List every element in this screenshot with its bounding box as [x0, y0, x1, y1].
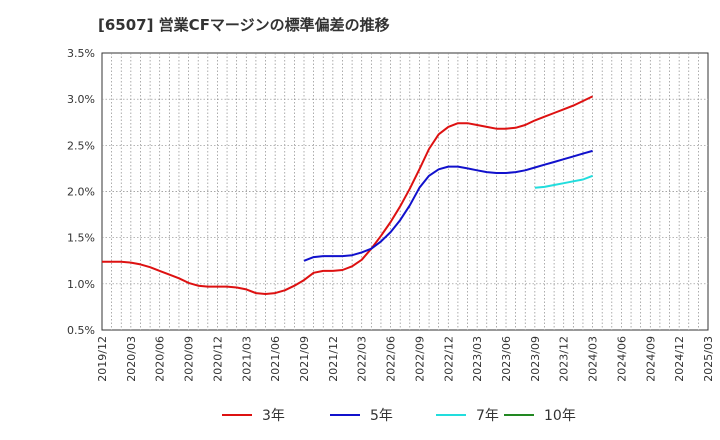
y-tick-label: 2.5%: [67, 139, 95, 152]
x-tick-label: 2024/03: [587, 336, 600, 382]
grid: [101, 52, 709, 331]
chart-title: [6507] 営業CFマージンの標準偏差の推移: [98, 16, 390, 34]
legend-label: 10年: [544, 408, 576, 424]
y-tick-label: 2.0%: [67, 186, 95, 199]
series-lines: [102, 95, 594, 295]
series-line-7年: [534, 174, 593, 189]
series-line-3年: [102, 95, 594, 295]
x-tick-label: 2022/03: [356, 336, 369, 382]
x-tick-label: 2024/12: [673, 336, 686, 382]
x-tick-label: 2022/12: [442, 336, 455, 382]
legend: 3年 5年 7年 10年: [0, 404, 720, 426]
legend-swatch: [222, 414, 252, 416]
x-tick-label: 2021/09: [298, 336, 311, 382]
x-tick-label: 2020/12: [211, 336, 224, 382]
x-tick-label: 2021/12: [327, 336, 340, 382]
legend-label: 5年: [370, 408, 393, 424]
y-tick-label: 0.5%: [67, 324, 95, 337]
x-tick-label: 2020/09: [183, 336, 196, 382]
legend-label: 3年: [262, 408, 285, 424]
legend-item-10年: 10年: [504, 404, 576, 426]
x-tick-label: 2022/09: [413, 336, 426, 382]
legend-swatch: [504, 414, 534, 416]
x-tick-label: 2023/12: [558, 336, 571, 382]
axes: 0.5% 1.0% 1.5% 2.0% 2.5% 3.0% 3.5% 2019/12 2020/…: [67, 47, 715, 382]
x-tick-label: 2021/06: [269, 336, 282, 382]
x-tick-label: 2019/12: [96, 336, 109, 382]
y-tick-label: 3.0%: [67, 93, 95, 106]
x-tick-label: 2020/03: [125, 336, 138, 382]
legend-item-7年: 7年: [436, 404, 499, 426]
x-tick-label: 2022/06: [385, 336, 398, 382]
x-tick-label: 2023/06: [500, 336, 513, 382]
legend-swatch: [330, 414, 360, 416]
x-tick-label: 2020/06: [154, 336, 167, 382]
y-tick-label: 3.5%: [67, 47, 95, 60]
x-tick-label: 2023/03: [471, 336, 484, 382]
x-tick-label: 2025/03: [702, 336, 715, 382]
legend-item-3年: 3年: [222, 404, 285, 426]
x-tick-label: 2024/09: [644, 336, 657, 382]
x-tick-label: 2024/06: [615, 336, 628, 382]
y-tick-label: 1.5%: [67, 232, 95, 245]
legend-swatch: [436, 414, 466, 416]
y-tick-label: 1.0%: [67, 278, 95, 291]
series-line-5年: [303, 149, 593, 262]
x-tick-label: 2021/03: [240, 336, 253, 382]
legend-item-5年: 5年: [330, 404, 393, 426]
legend-label: 7年: [476, 408, 499, 424]
x-tick-label: 2023/09: [529, 336, 542, 382]
